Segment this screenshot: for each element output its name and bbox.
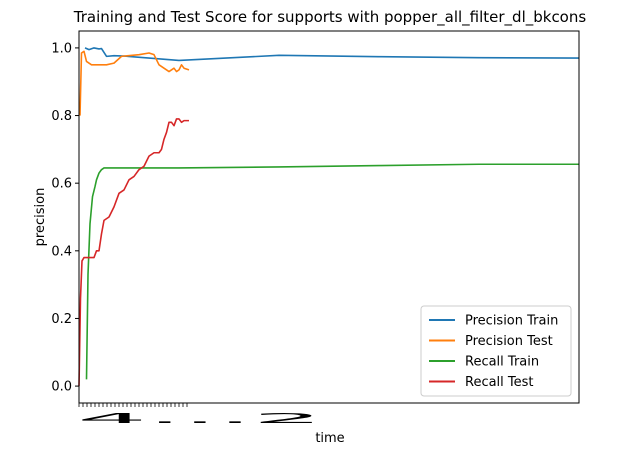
legend: Precision Train Precision Test Recall Trai… (420, 305, 572, 397)
x-axis-label: time (315, 431, 344, 446)
legend-box (420, 305, 572, 397)
series-line-recall-test (78, 118, 189, 387)
y-tick-label: 0.6 (51, 177, 72, 192)
y-axis: 0.0 0.2 0.4 0.6 0.8 1.0 (51, 41, 79, 395)
y-axis-label: precision (33, 188, 48, 247)
y-tick-label: 0.8 (51, 109, 72, 124)
plot-frame (78, 30, 580, 404)
series-line-precision-test (79, 50, 190, 116)
legend-label: Recall Test (465, 375, 534, 390)
y-tick-label: 1.0 (51, 41, 72, 56)
legend-label: Recall Train (465, 355, 539, 370)
legend-label: Precision Train (465, 314, 558, 329)
plot-series (78, 47, 580, 387)
y-tick-label: 0.4 (51, 244, 72, 259)
legend-label: Precision Test (465, 334, 553, 349)
y-tick-label: 0.2 (51, 312, 72, 327)
x-tick-labels-overlapping: 4...2 (77, 412, 323, 427)
series-line-precision-train (84, 47, 580, 62)
x-axis: 4...2 (77, 403, 323, 427)
y-tick-label: 0.0 (51, 380, 72, 395)
series-line-recall-train (85, 163, 579, 380)
chart-title: Training and Test Score for supports wit… (73, 8, 587, 27)
